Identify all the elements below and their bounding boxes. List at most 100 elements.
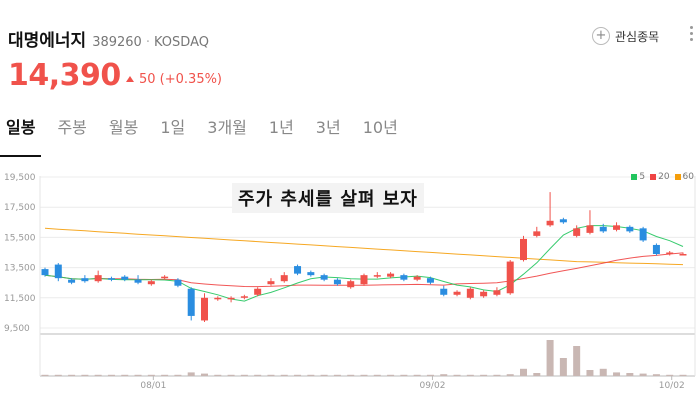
candle-body	[586, 225, 594, 233]
volume-bar	[227, 374, 235, 376]
volume-bar	[360, 374, 368, 376]
candle-body	[599, 226, 607, 232]
volume-bar	[520, 368, 527, 376]
candle-body	[81, 278, 89, 282]
candle-body	[320, 275, 328, 280]
volume-bar	[68, 374, 76, 376]
y-tick-label: 19,500	[4, 173, 36, 183]
candle-body	[307, 272, 315, 276]
candle-body	[466, 288, 474, 298]
candle-body	[639, 228, 647, 241]
candle-body	[54, 264, 62, 279]
candle-body	[613, 225, 621, 230]
volume-bar	[94, 374, 102, 376]
plus-icon: +	[592, 27, 610, 45]
volume-bar	[240, 374, 248, 376]
stock-header: 대명에너지 389260 · KOSDAQ	[8, 26, 209, 51]
candle-body	[214, 297, 222, 300]
favorite-button[interactable]: + 관심종목	[592, 27, 659, 45]
volume-bar	[134, 374, 142, 376]
volume-bar	[533, 373, 541, 376]
tab-10year[interactable]: 10년	[362, 118, 398, 137]
volume-bar	[174, 374, 182, 376]
volume-bar	[666, 374, 674, 376]
y-tick-label: 15,500	[4, 233, 36, 243]
candle-body	[387, 273, 395, 277]
price-chart[interactable]: 19,500 17,500 15,500 13,500 11,500 9,500 08/01…	[0, 168, 700, 400]
tab-weekly[interactable]: 주봉	[57, 118, 87, 137]
candle-body	[240, 296, 248, 298]
volume-bar	[373, 374, 381, 376]
volume-bar	[480, 374, 488, 376]
volume-bar	[626, 373, 634, 376]
y-tick-label: 13,500	[4, 264, 36, 274]
volume-bar	[267, 374, 275, 376]
candle-body	[666, 252, 674, 255]
candle-body	[161, 276, 169, 279]
volume-bar	[466, 374, 474, 376]
candle-body	[679, 254, 687, 256]
volume-bar	[639, 373, 647, 376]
volume-bar	[413, 374, 421, 376]
volume-bar	[41, 374, 49, 376]
candle-body	[546, 220, 554, 226]
volume-bar	[254, 374, 262, 376]
tab-daily[interactable]: 일봉	[0, 115, 42, 157]
candle-body	[520, 238, 527, 261]
candle-body	[440, 288, 448, 295]
volume-bar	[506, 374, 514, 376]
volume-bar	[426, 374, 434, 376]
volume-bar	[453, 374, 461, 376]
candle-body	[453, 291, 461, 295]
price-change-value: 50 (+0.35%)	[139, 72, 223, 87]
favorite-label: 관심종목	[615, 29, 660, 44]
volume-bar	[440, 374, 448, 376]
y-tick-label: 11,500	[4, 294, 36, 304]
overlay-caption: 주가 추세를 살펴 보자	[232, 183, 424, 213]
volume-bar	[54, 374, 62, 376]
up-arrow-icon	[126, 76, 134, 82]
candle-body	[360, 275, 368, 285]
more-options-icon[interactable]	[690, 26, 694, 41]
volume-bar	[307, 374, 315, 376]
candle-body	[533, 231, 541, 236]
candle-body	[573, 228, 581, 236]
candle-body	[107, 278, 115, 280]
y-tick-label: 17,500	[4, 203, 36, 213]
tab-monthly[interactable]: 월봉	[108, 118, 139, 137]
candle-body	[652, 244, 660, 255]
candle-body	[506, 261, 514, 294]
candle-body	[559, 219, 567, 223]
x-tick-label: 10/02	[659, 381, 685, 391]
volume-bar	[81, 374, 89, 376]
tab-1year[interactable]: 1년	[268, 118, 294, 137]
candle-body	[94, 275, 102, 282]
volume-bar	[201, 373, 208, 376]
candle-body	[373, 275, 381, 277]
volume-bar	[559, 358, 567, 376]
candle-body	[174, 279, 182, 286]
candle-body	[254, 288, 262, 295]
volume-bar	[107, 374, 115, 376]
current-price: 14,390	[8, 58, 121, 93]
x-tick-label: 08/01	[140, 381, 166, 391]
candle-body	[426, 278, 434, 283]
legend-item-60: 60	[674, 172, 694, 182]
volume-bar	[294, 374, 302, 376]
volume-bar	[214, 374, 222, 376]
volume-bar	[493, 374, 501, 376]
volume-bar	[347, 374, 355, 376]
volume-bar	[573, 346, 581, 376]
volume-bar	[187, 372, 195, 376]
volume-bar	[546, 340, 554, 376]
tab-3month[interactable]: 3개월	[207, 118, 247, 137]
volume-bar	[161, 374, 169, 376]
candle-body	[626, 226, 634, 232]
tab-1day[interactable]: 1일	[160, 118, 186, 137]
tab-3year[interactable]: 3년	[315, 118, 341, 137]
candle-body	[280, 275, 288, 282]
separator: ·	[145, 35, 150, 50]
candle-body	[333, 279, 341, 285]
ma60-line	[44, 227, 684, 266]
chart-legend: 5 20 60	[631, 172, 694, 182]
